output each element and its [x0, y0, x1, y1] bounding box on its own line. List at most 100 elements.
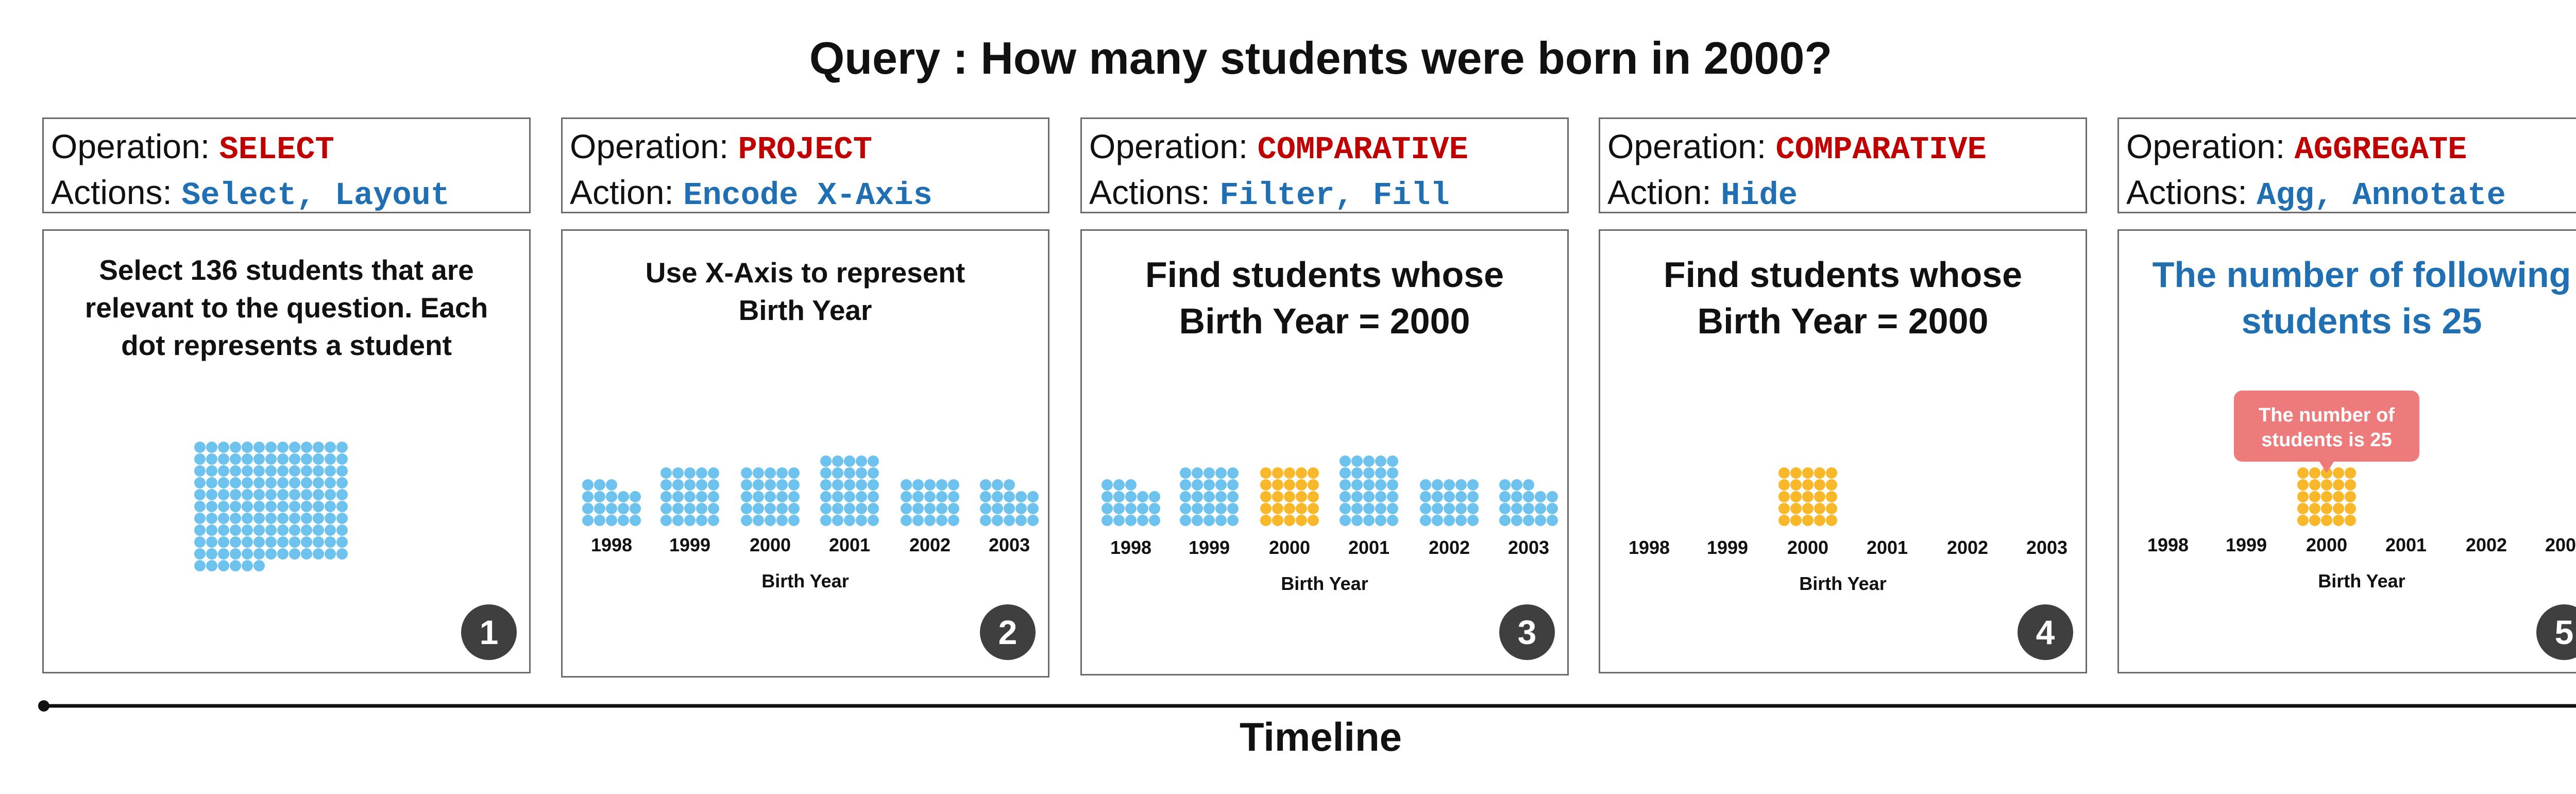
- x-tick-label-2003: 2003: [989, 534, 1030, 555]
- student-dot: [230, 465, 241, 477]
- student-dot-2000: [776, 467, 788, 479]
- student-dot: [194, 525, 206, 536]
- student-dot: [301, 453, 312, 465]
- student-dot: [684, 503, 696, 514]
- student-dot: [206, 513, 217, 524]
- student-dot: [912, 503, 924, 514]
- student-dot: [868, 479, 879, 491]
- x-tick-label-1998: 1998: [1110, 537, 1151, 558]
- student-dot: [832, 467, 843, 479]
- student-dot-2000: [1778, 491, 1790, 502]
- student-dot: [1387, 479, 1398, 491]
- student-dot: [696, 515, 707, 526]
- student-dot: [708, 467, 719, 479]
- annotation-pointer: [2319, 462, 2334, 473]
- student-dot: [1340, 479, 1351, 491]
- student-dot: [948, 515, 959, 526]
- student-dot: [194, 489, 206, 500]
- student-dot: [301, 536, 312, 548]
- student-dot: [1467, 491, 1479, 502]
- x-tick-label-2002: 2002: [1947, 537, 1988, 558]
- student-dot: [980, 515, 991, 526]
- student-dot: [1387, 515, 1398, 526]
- x-tick-label-1998: 1998: [1629, 537, 1670, 558]
- student-dot: [253, 536, 265, 548]
- student-dot: [832, 491, 843, 502]
- student-dot: [1535, 503, 1546, 514]
- student-dot: [708, 503, 719, 514]
- student-dot: [206, 442, 217, 453]
- step5-operation-label: Operation:: [2126, 127, 2285, 165]
- step3-operation-box: Operation: COMPARATIVE Actions: Filter, …: [1080, 117, 1569, 214]
- student-dot-2000: [788, 491, 800, 502]
- step3-number-badge: 3: [1499, 604, 1555, 660]
- student-dot: [1375, 467, 1386, 479]
- student-dot: [1340, 467, 1351, 479]
- student-dot: [901, 479, 912, 491]
- student-dot: [1351, 515, 1363, 526]
- student-dot-2000: [788, 467, 800, 479]
- student-dot: [856, 491, 867, 502]
- student-dot: [868, 515, 879, 526]
- x-tick-label-2000: 2000: [1269, 537, 1310, 558]
- student-dot: [230, 442, 241, 453]
- student-dot: [289, 477, 300, 488]
- student-dot: [218, 525, 229, 536]
- student-dot-2000: [1814, 479, 1825, 491]
- student-dot-2000: [741, 515, 752, 526]
- student-dot: [924, 515, 936, 526]
- student-dot: [218, 489, 229, 500]
- student-dot: [313, 453, 324, 465]
- student-dot: [1523, 479, 1534, 491]
- student-dot: [660, 503, 672, 514]
- x-tick-label-2003: 2003: [1508, 537, 1549, 558]
- student-dot: [1180, 467, 1191, 479]
- annotation-tooltip: [2234, 391, 2419, 462]
- step1-panel: Select 136 students that are relevant to …: [42, 229, 531, 673]
- student-dot-2000: [776, 515, 788, 526]
- student-dot: [1467, 515, 1479, 526]
- student-dot-2000: [1308, 503, 1319, 514]
- student-dot: [313, 477, 324, 488]
- student-dot-2000: [1308, 491, 1319, 502]
- student-dot: [1387, 503, 1398, 514]
- student-dot: [936, 491, 947, 502]
- student-dot-2000: [1296, 467, 1307, 479]
- student-dot: [325, 525, 336, 536]
- student-dot: [242, 465, 253, 477]
- student-dot-2000: [741, 467, 752, 479]
- student-dot: [242, 501, 253, 512]
- student-dot-2000: [2333, 491, 2344, 502]
- student-dot: [206, 489, 217, 500]
- step4-operation-label: Operation:: [1607, 127, 1767, 165]
- student-dot-2000: [1790, 467, 1802, 479]
- student-dot: [325, 442, 336, 453]
- student-dot: [1192, 503, 1203, 514]
- student-dot: [313, 548, 324, 560]
- annotation-text: students is 25: [2261, 429, 2392, 451]
- student-dot: [1113, 503, 1125, 514]
- student-dot: [1432, 515, 1443, 526]
- student-dot: [1027, 503, 1039, 514]
- student-dot: [194, 513, 206, 524]
- student-dot: [1363, 491, 1375, 502]
- student-dot: [1015, 515, 1027, 526]
- student-dot: [1351, 467, 1363, 479]
- student-dot: [242, 489, 253, 500]
- student-dot: [265, 548, 277, 560]
- student-dot: [301, 548, 312, 560]
- student-dot-2000: [1272, 479, 1283, 491]
- student-dot: [336, 513, 348, 524]
- student-dot: [242, 453, 253, 465]
- student-dot: [253, 489, 265, 500]
- student-dot-2000: [2297, 479, 2309, 491]
- student-dot-2000: [1778, 479, 1790, 491]
- student-dot-2000: [753, 491, 764, 502]
- student-dot: [277, 501, 289, 512]
- student-dot-2000: [1802, 491, 1814, 502]
- student-dot: [660, 467, 672, 479]
- student-dot: [1523, 515, 1534, 526]
- student-dot-2000: [776, 503, 788, 514]
- student-dot: [194, 501, 206, 512]
- step2-actions: Encode X-Axis: [683, 177, 933, 214]
